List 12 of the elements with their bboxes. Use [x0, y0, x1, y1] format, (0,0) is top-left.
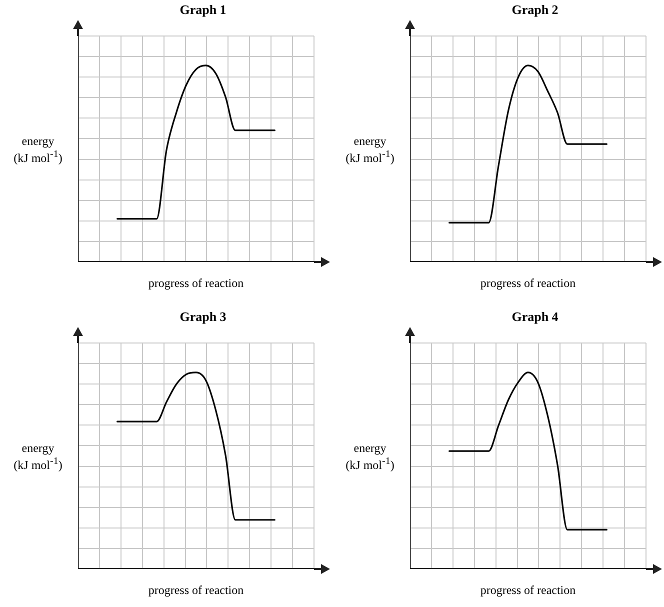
x-axis-title: progress of reaction [147, 583, 245, 598]
y-axis-title: energy (kJ mol$^{-1}$) [12, 440, 64, 472]
x-axis-title: progress of reaction [479, 276, 577, 291]
chart-title: Graph 1 [178, 2, 228, 18]
x-axis-title: progress of reaction [479, 583, 577, 598]
chart-title: Graph 3 [178, 309, 228, 325]
x-axis-title: progress of reaction [147, 276, 245, 291]
y-axis-title: energy (kJ mol$^{-1}$) [12, 134, 64, 164]
chart-title: Graph 2 [510, 2, 560, 18]
chart-title: Graph 4 [510, 309, 560, 325]
y-axis-title: energy (kJ mol$^{-1}$) [344, 440, 396, 472]
y-axis-title: energy (kJ mol$^{-1}$) [344, 134, 396, 164]
